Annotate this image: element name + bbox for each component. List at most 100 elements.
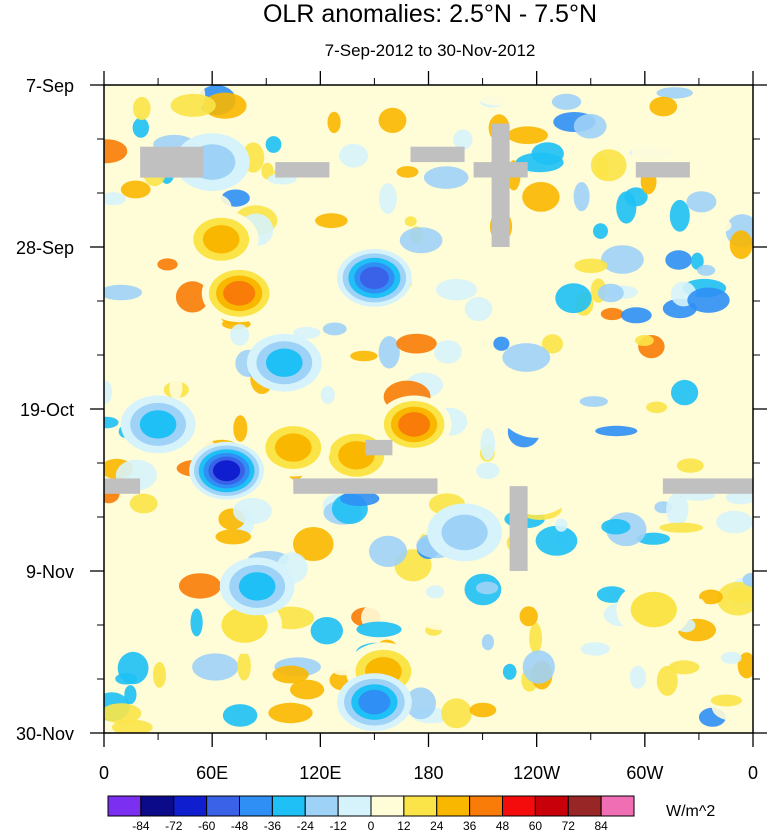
anomaly-blob [704, 421, 720, 444]
anomaly-blob [480, 428, 496, 461]
anomaly-blob [322, 322, 347, 336]
anomaly-blob [721, 651, 742, 664]
anomaly-blob [124, 685, 137, 705]
colorbar-swatch [206, 795, 241, 817]
colorbar-label: 36 [463, 819, 477, 833]
positive-anomaly [221, 607, 268, 643]
anomaly-blob [541, 334, 564, 354]
y-tick-label: 7-Sep [26, 76, 74, 96]
anomaly-blob [593, 223, 608, 240]
anomaly-blob [574, 258, 608, 273]
missing-data-patch [293, 478, 438, 494]
anomaly-blob [265, 136, 282, 153]
colorbar-swatch [239, 795, 273, 817]
anomaly-blob [636, 532, 671, 545]
colorbar-swatch [502, 795, 536, 817]
anomaly-blob [153, 662, 166, 688]
colorbar-swatch [337, 795, 372, 817]
x-axis: 0 60E 120E 180 120W 60W 0 [99, 71, 758, 783]
anomaly-blob [453, 129, 473, 150]
anomaly-blob [595, 425, 638, 437]
colorbar-swatch [567, 795, 602, 817]
missing-data-patch [635, 162, 690, 178]
colorbar-label: 24 [430, 819, 444, 833]
anomaly-blob [629, 665, 647, 689]
anomaly-blob [145, 247, 161, 279]
anomaly-blob [426, 585, 445, 599]
anomaly-blob [157, 258, 178, 271]
anomaly-blob [555, 518, 568, 532]
anomaly-blob [659, 554, 700, 578]
anomaly-blob [535, 525, 578, 556]
anomaly-blob [580, 642, 610, 656]
anomaly-blob [531, 142, 564, 166]
anomaly-blob [666, 493, 689, 527]
anomaly-blob [671, 379, 699, 406]
anomaly-blob [601, 245, 644, 274]
anomaly-blob [310, 617, 343, 645]
y-tick-label: 30-Nov [16, 724, 74, 744]
anomaly-blob [600, 307, 624, 321]
chart-subtitle: 7-Sep-2012 to 30-Nov-2012 [325, 41, 536, 60]
anomaly-blob [369, 535, 407, 568]
positive-anomaly [223, 281, 256, 306]
anomaly-blob [399, 227, 443, 254]
anomaly-blob [697, 264, 716, 276]
colorbar-label: 72 [562, 819, 576, 833]
colorbar-swatch [304, 795, 339, 817]
anomaly-blob [502, 343, 551, 372]
anomaly-blob [423, 166, 469, 189]
anomaly-blob [396, 166, 419, 178]
anomaly-blob [378, 107, 407, 133]
anomaly-blob [315, 213, 348, 229]
colorbar-label: -36 [264, 819, 282, 833]
anomaly-blob [597, 283, 624, 303]
positive-anomaly [398, 412, 431, 437]
anomaly-blob [363, 133, 392, 152]
anomaly-blob [555, 283, 592, 314]
anomaly-blob [505, 269, 554, 296]
anomaly-blob [320, 386, 335, 404]
anomaly-blob [340, 491, 380, 507]
anomaly-blob [445, 367, 482, 385]
anomaly-blob [522, 182, 560, 212]
anomaly-blob [729, 230, 753, 259]
colorbar-swatch [600, 795, 635, 817]
anomaly-blob [693, 598, 706, 615]
anomaly-blob [104, 139, 128, 164]
colorbar-label: -24 [297, 819, 315, 833]
x-tick-label: 120W [513, 763, 560, 783]
anomaly-blob [656, 665, 678, 696]
anomaly-blob [293, 527, 334, 561]
colorbar-label: -84 [132, 819, 150, 833]
colorbar-swatch [436, 795, 471, 817]
anomaly-blob [192, 653, 239, 681]
anomaly-blob [646, 401, 668, 414]
anomaly-blob [513, 700, 539, 718]
anomaly-blob [203, 92, 247, 119]
y-tick-label: 9-Nov [26, 562, 74, 582]
positive-anomaly [275, 433, 312, 462]
anomaly-blob [507, 126, 548, 144]
anomaly-blob [190, 608, 203, 637]
x-tick-label: 60W [626, 763, 663, 783]
x-tick-label: 120E [299, 763, 341, 783]
anomaly-blob [296, 105, 331, 123]
anomaly-blob [522, 650, 555, 684]
anomaly-blob [293, 326, 321, 339]
anomaly-blob [104, 416, 119, 429]
anomaly-blob [503, 85, 524, 103]
anomaly-blob [551, 93, 582, 110]
anomaly-blob [104, 192, 126, 206]
positive-anomaly [499, 380, 575, 438]
anomaly-blob [120, 180, 151, 199]
anomaly-blob [230, 324, 250, 346]
anomaly-blob [132, 117, 149, 138]
missing-data-patch [410, 146, 465, 163]
anomaly-blob [668, 660, 700, 675]
anomaly-blob [434, 629, 472, 640]
anomaly-blob [237, 651, 251, 681]
anomaly-blob [169, 375, 183, 400]
anomaly-blob [170, 93, 216, 117]
